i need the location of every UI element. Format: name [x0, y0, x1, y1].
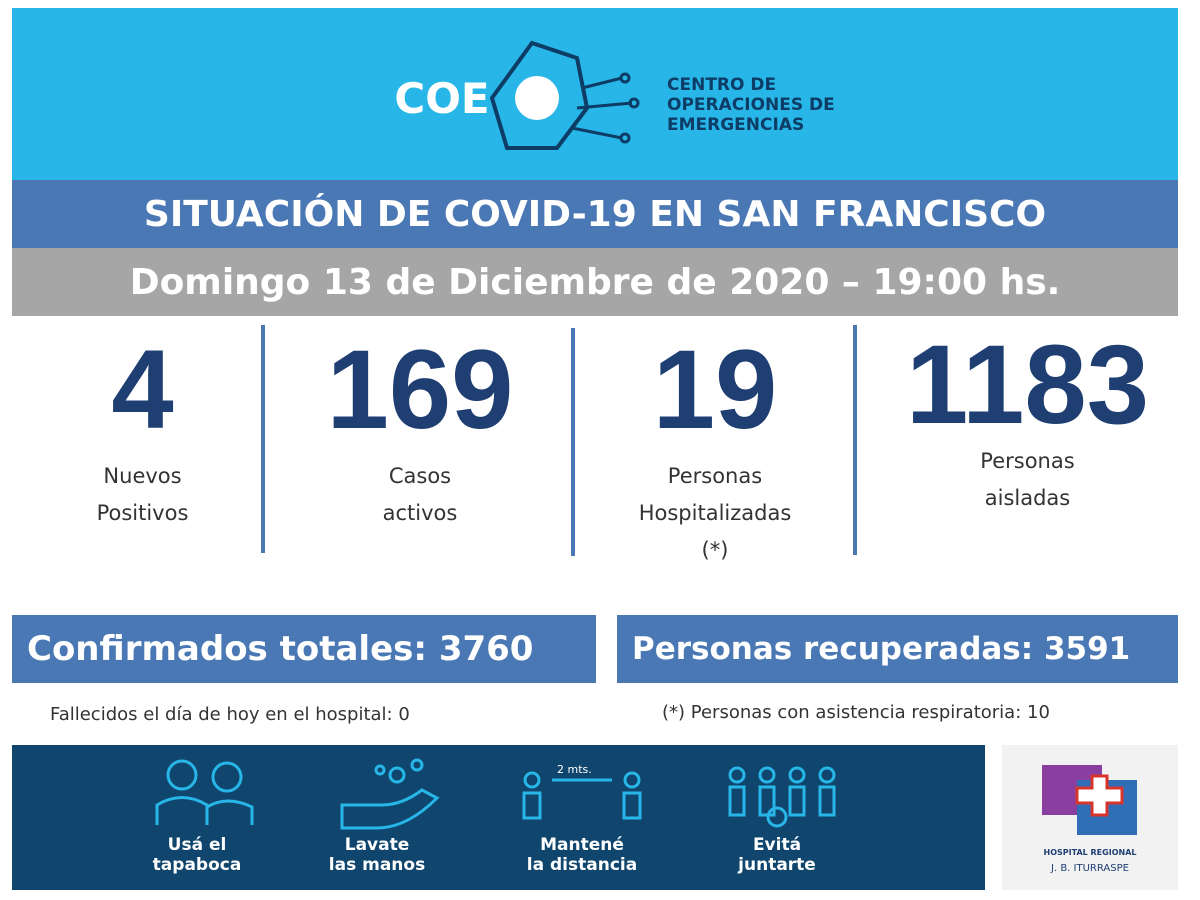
logo-text: COE: [394, 74, 489, 123]
total-box: Personas recuperadas: 3591: [617, 615, 1178, 683]
stat-label-line: Personas: [980, 449, 1075, 473]
total-box: Confirmados totales: 3760: [12, 615, 596, 683]
note: Fallecidos el día de hoy en el hospital:…: [50, 704, 410, 725]
tip: Lavate las manos: [292, 835, 462, 875]
hospital-icon: [1042, 765, 1137, 835]
stat-label-line: Nuevos: [103, 464, 182, 488]
stat-label-line: (*): [701, 538, 729, 562]
stat: 1183 Personas aisladas: [860, 325, 1195, 517]
stat-value: 19: [652, 327, 778, 452]
tip-label-line: Usá el: [167, 835, 227, 855]
stat-value: 4: [111, 327, 174, 452]
hospital-name: J. B. ITURRASPE: [1051, 863, 1129, 874]
stat-label: Nuevos Positivos: [20, 458, 265, 532]
separator: [571, 328, 575, 556]
stat-value: 1183: [906, 322, 1149, 447]
header: COE CENTRO DE OPERACIONES DE EMERGENCIAS: [12, 8, 1178, 180]
logo: COE CENTRO DE OPERACIONES DE EMERGENCIAS: [394, 40, 835, 150]
stat: 169 Casos activos: [270, 330, 570, 532]
stat-label-line: Hospitalizadas: [638, 501, 792, 525]
stat-label-line: Positivos: [96, 501, 189, 525]
footer: Usá el tapaboca Lavate las manos Mantené la d…: [12, 745, 985, 890]
org-line: CENTRO DE: [667, 75, 776, 95]
stat: 4 Nuevos Positivos: [20, 330, 265, 532]
stat-label: Personas aisladas: [860, 443, 1195, 517]
stat-label: Personas Hospitalizadas (*): [580, 458, 850, 569]
tip: Mantené la distancia: [497, 835, 667, 875]
tip-label-line: Evitá: [752, 835, 802, 855]
note: (*) Personas con asistencia respiratoria…: [662, 702, 1050, 723]
stat-label: Casos activos: [270, 458, 570, 532]
title: SITUACIÓN DE COVID-19 EN SAN FRANCISCO: [12, 180, 1178, 248]
stat-label-line: aisladas: [984, 486, 1071, 510]
stat-value: 169: [326, 327, 514, 452]
tip-extra: 2 mts.: [557, 763, 592, 776]
tip-icons: [155, 758, 836, 830]
org-line: OPERACIONES DE: [667, 95, 835, 115]
stat-label-line: activos: [382, 501, 458, 525]
stat: 19 Personas Hospitalizadas (*): [580, 330, 850, 569]
hospital-logo: HOSPITAL REGIONAL J. B. ITURRASPE: [1002, 745, 1178, 890]
tip-label-line: juntarte: [738, 855, 816, 875]
tip-label-line: Mantené: [540, 835, 624, 855]
tip-label-line: tapaboca: [152, 855, 242, 875]
stat-label-line: Casos: [388, 464, 452, 488]
tip-label-line: Lavate: [344, 835, 410, 855]
tip: Usá el tapaboca: [112, 835, 282, 875]
separator: [853, 325, 857, 555]
hospital-name: HOSPITAL REGIONAL: [1043, 848, 1137, 857]
separator: [261, 325, 265, 553]
tip-label-line: la distancia: [526, 855, 638, 875]
tip: Evitá juntarte: [692, 835, 862, 875]
date: Domingo 13 de Diciembre de 2020 – 19:00 …: [12, 248, 1178, 316]
stat-label-line: Personas: [667, 464, 763, 488]
tip-label-line: las manos: [328, 855, 426, 875]
org-line: EMERGENCIAS: [667, 115, 804, 135]
